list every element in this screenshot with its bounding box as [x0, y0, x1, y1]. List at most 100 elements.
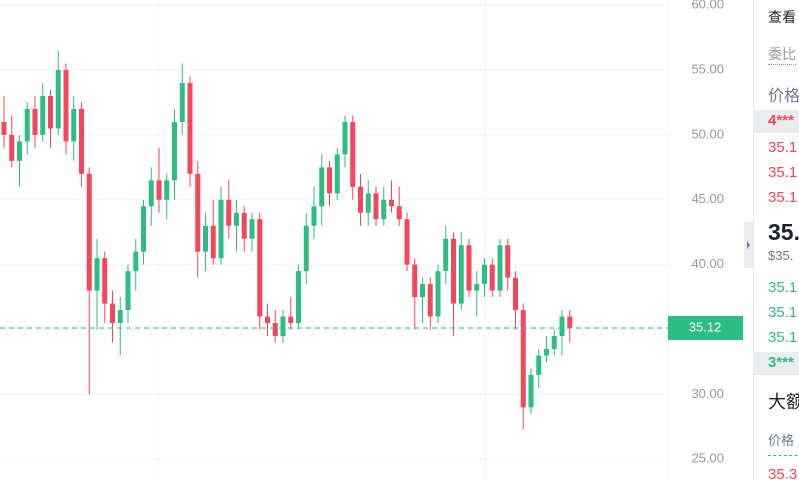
mid-usd: $35. — [768, 248, 794, 263]
candle-body — [451, 238, 456, 304]
candle-body — [551, 336, 557, 349]
large-price-header: 价格 — [768, 433, 795, 448]
candle-body — [195, 173, 201, 252]
candle-body — [381, 199, 387, 220]
candle-body — [567, 316, 573, 328]
order-book: 查看 委比 价格 4*** 35.1 35.1 35.1 35. $35. 35… — [753, 0, 799, 480]
candle-body — [544, 348, 549, 356]
divider — [768, 455, 799, 456]
chart: 25.0030.0035.0040.0045.0050.0055.0060.00… — [0, 0, 743, 480]
candle-body — [404, 219, 410, 265]
ask-user: 4*** — [768, 112, 794, 129]
price-header: 价格 — [768, 88, 799, 105]
y-tick-label: 30.00 — [691, 386, 724, 401]
candle-body — [520, 310, 526, 408]
candle-body — [482, 264, 487, 285]
candle-body — [389, 199, 394, 207]
collapse-tab[interactable] — [744, 222, 753, 268]
y-tick-label: 60.00 — [691, 0, 724, 12]
large-row-price: 35.3 — [768, 466, 798, 480]
candle-body — [179, 83, 185, 122]
ratio-label: 委比 — [768, 44, 796, 65]
candle-body — [420, 284, 425, 298]
candle-body — [32, 108, 38, 135]
candle-body — [234, 212, 239, 226]
candle-body — [110, 303, 115, 324]
candle-body — [358, 186, 363, 213]
candle-body — [218, 199, 224, 259]
candle-body — [210, 225, 216, 259]
ask-price: 35.1 — [768, 164, 798, 181]
y-tick-label: 55.00 — [691, 61, 724, 76]
bid-price: 35.1 — [768, 329, 798, 346]
candle-body — [24, 108, 30, 142]
y-tick-label: 25.00 — [691, 451, 724, 466]
candle-body — [342, 121, 348, 155]
candle-body — [513, 277, 518, 311]
arrow-icon — [747, 241, 750, 249]
candle-body — [241, 212, 247, 239]
candle-body — [505, 245, 511, 278]
candle-body — [396, 206, 402, 220]
large-title: 大额 — [768, 392, 799, 412]
candle-body — [79, 108, 84, 174]
candle-body — [350, 121, 356, 187]
candle-body — [528, 374, 534, 408]
view-link[interactable]: 查看 — [768, 9, 796, 25]
candle-body — [187, 83, 193, 174]
ask-price: 35.1 — [768, 189, 798, 206]
y-tick-label: 50.00 — [691, 126, 724, 141]
last-price-tag — [668, 315, 743, 340]
candle-body — [458, 245, 464, 304]
candle-body — [365, 193, 371, 213]
candle-body — [435, 271, 441, 317]
candle-body — [71, 108, 77, 142]
y-tick-label: 40.00 — [691, 256, 724, 271]
candle-body — [226, 199, 232, 226]
candle-body — [94, 258, 100, 291]
candle-body — [559, 316, 565, 336]
candle-body — [9, 134, 15, 161]
bid-user: 3*** — [768, 354, 794, 371]
candle-body — [536, 355, 542, 375]
row-bg — [754, 110, 799, 133]
candle-body — [257, 219, 263, 317]
candle-body — [497, 245, 503, 291]
row-bg — [754, 352, 799, 375]
candle-body — [319, 167, 325, 207]
candle-body — [141, 206, 146, 252]
candle-body — [489, 264, 495, 291]
candle-body — [311, 206, 317, 226]
candle-body — [1, 121, 7, 135]
candle-body — [466, 245, 472, 291]
bid-price: 35.1 — [768, 304, 798, 321]
candle-body — [172, 121, 177, 181]
candle-body — [117, 310, 123, 324]
candle-body — [412, 264, 418, 298]
candle-body — [40, 96, 46, 135]
candle-body — [272, 323, 278, 336]
y-tick-label: 45.00 — [691, 191, 724, 206]
candle-body — [164, 180, 170, 200]
ask-price: 35.1 — [768, 139, 798, 156]
candle-body — [63, 70, 69, 142]
candle-body — [203, 225, 208, 252]
candle-body — [327, 167, 332, 194]
bid-price: 35.1 — [768, 279, 798, 296]
mid-price: 35. — [768, 219, 799, 245]
candle-body — [280, 316, 286, 336]
candle-body — [427, 284, 433, 317]
candle-body — [86, 173, 92, 291]
candle-body — [265, 316, 270, 324]
candle-body — [55, 70, 61, 129]
candle-body — [156, 180, 162, 200]
candle-body — [148, 180, 154, 207]
candle-body — [296, 271, 301, 324]
candle-body — [443, 238, 449, 272]
candle-body — [474, 284, 480, 291]
candle-body — [249, 219, 255, 239]
candle-body — [102, 258, 108, 304]
candle-body — [17, 141, 22, 161]
candle-body — [373, 193, 379, 220]
candle-body — [48, 96, 53, 129]
